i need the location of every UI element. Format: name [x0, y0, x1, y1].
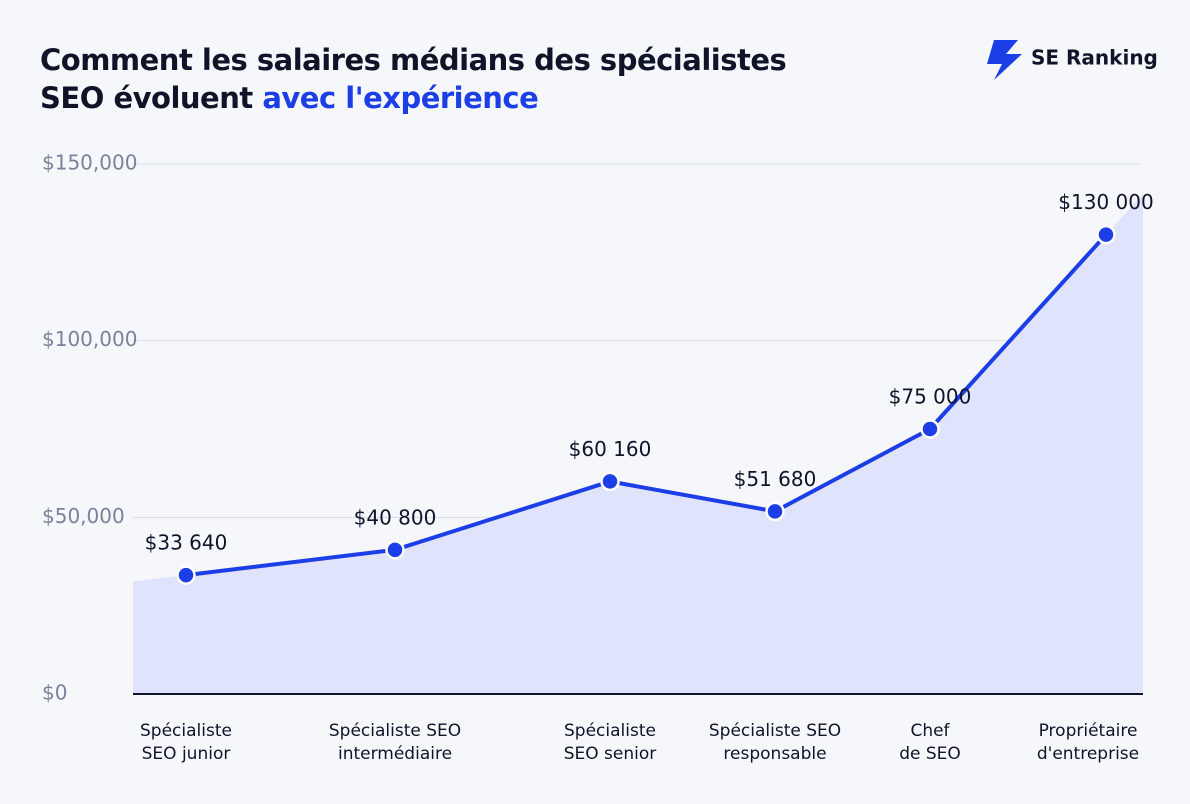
- value-label: $51 680: [734, 467, 817, 491]
- value-label: $40 800: [354, 505, 437, 529]
- value-label: $75 000: [889, 385, 972, 409]
- x-tick-label-line: Spécialiste SEO: [709, 721, 841, 741]
- data-point: [920, 419, 940, 439]
- data-point: [600, 471, 620, 492]
- x-tick-label-line: Spécialiste: [140, 721, 232, 741]
- value-label: $60 160: [569, 437, 652, 461]
- x-tick-label-line: Propriétaire: [1039, 721, 1138, 741]
- x-tick-label: Chef de SEO: [899, 721, 961, 764]
- data-point: [765, 501, 785, 522]
- title-line2-text: SEO évoluent: [40, 81, 253, 115]
- brand: SE Ranking: [1031, 46, 1158, 70]
- x-tick-label-line: d'entreprise: [1037, 744, 1139, 764]
- y-tick-label: $100,000: [42, 327, 137, 351]
- y-tick-label: $50,000: [42, 504, 125, 528]
- x-tick-label-line: Spécialiste SEO: [329, 721, 461, 741]
- x-tick-label: Propriétaire d'entreprise: [1037, 721, 1139, 764]
- x-tick-label-line: SEO junior: [142, 744, 231, 764]
- series-line: [185, 233, 1108, 578]
- y-tick-label: $150,000: [42, 151, 137, 175]
- x-tick-label-line: Spécialiste: [564, 721, 656, 741]
- data-point: [385, 540, 405, 560]
- x-tick-label-line: responsable: [723, 744, 826, 764]
- x-tick-label: Spécialiste SEO senior: [564, 721, 657, 764]
- x-tick-label-line: intermédiaire: [338, 744, 452, 764]
- data-point: [1096, 224, 1116, 245]
- value-label: $33 640: [145, 531, 228, 555]
- logo: SE Ranking: [987, 40, 1158, 80]
- x-tick-label: Spécialiste SEO responsable: [709, 721, 841, 764]
- logo-icon: [987, 40, 1022, 80]
- title-line1: Comment les salaires médians des spécial…: [40, 43, 786, 77]
- title-highlight: avec l'expérience: [262, 81, 538, 115]
- x-tick-label: Spécialiste SEO intermédiaire: [329, 721, 461, 764]
- title-line2: SEO évoluent avec l'expérience: [40, 81, 538, 115]
- x-tick-label-line: de SEO: [899, 744, 961, 764]
- x-tick-label: Spécialiste SEO junior: [140, 721, 232, 764]
- y-tick-label: $0: [42, 681, 67, 705]
- area-fill: [133, 193, 1143, 694]
- x-tick-label-line: Chef: [910, 721, 950, 741]
- value-label: $130 000: [1058, 190, 1153, 214]
- x-tick-label-line: SEO senior: [564, 744, 657, 764]
- data-point: [176, 565, 196, 585]
